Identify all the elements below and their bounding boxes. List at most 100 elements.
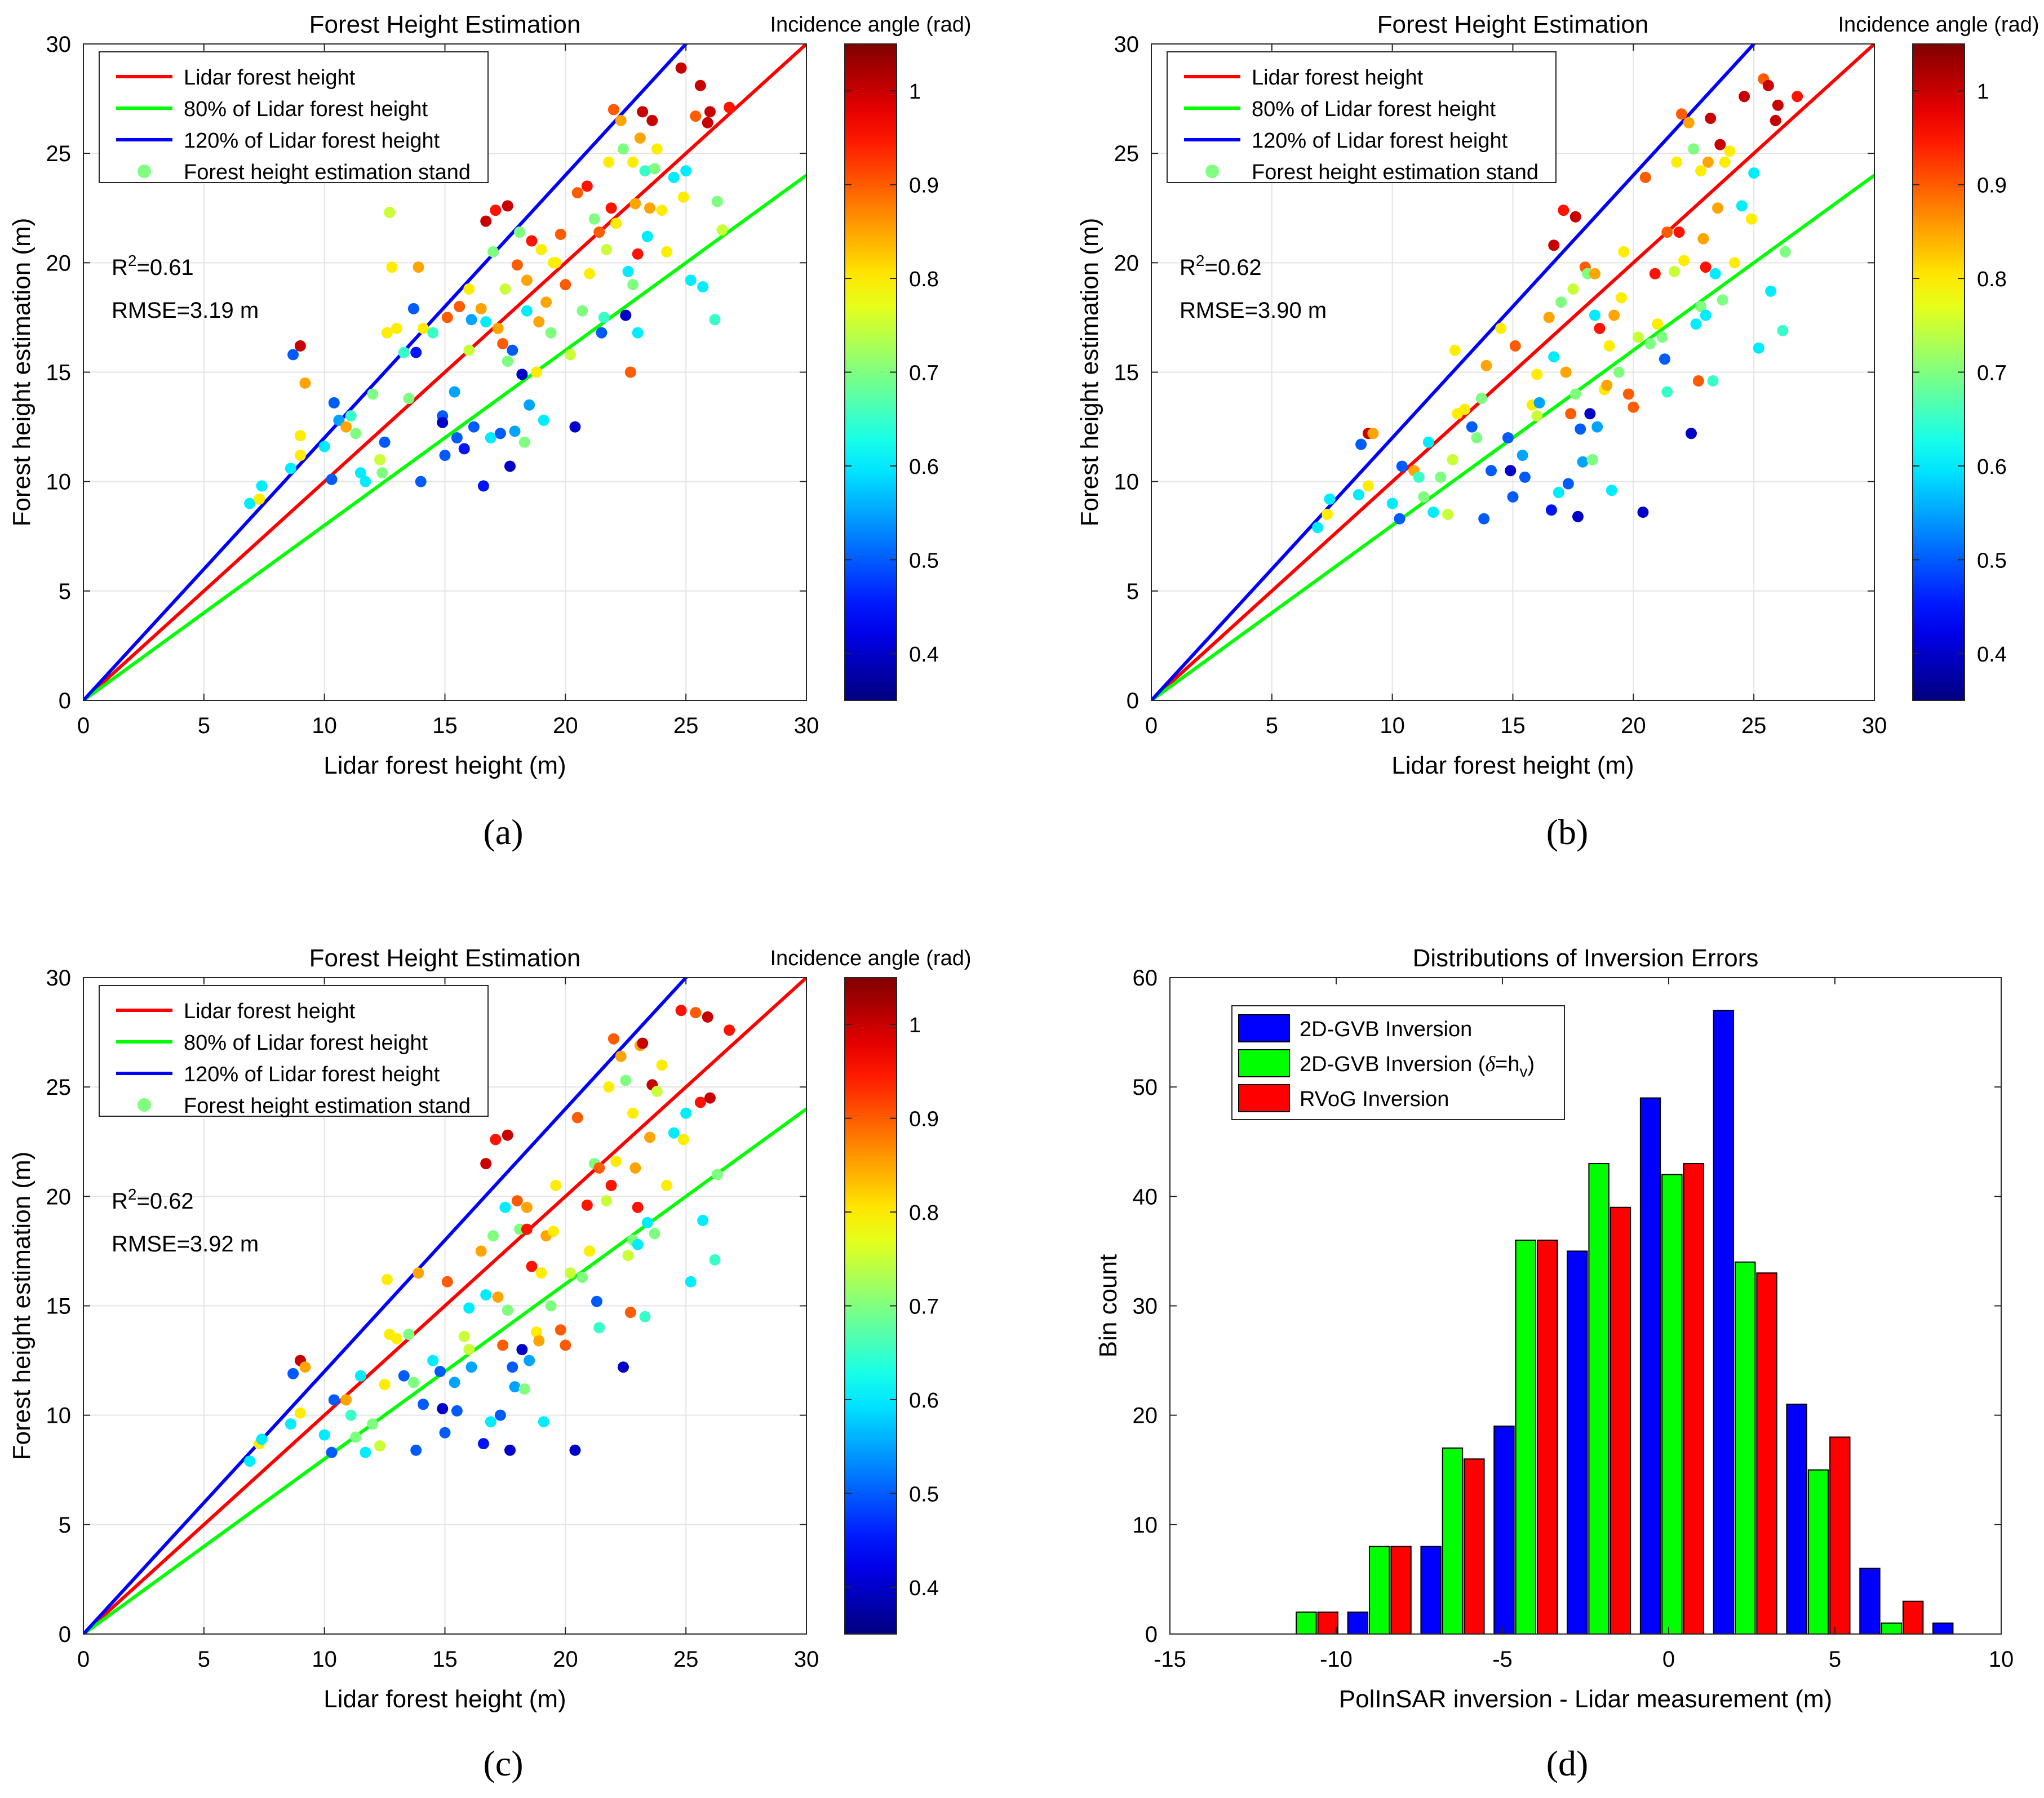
bar-0 bbox=[1493, 1426, 1515, 1635]
data-point bbox=[518, 1383, 530, 1395]
data-point bbox=[1772, 99, 1784, 111]
data-point bbox=[398, 1370, 410, 1382]
scatter-panel-0: 0 5 10 15 20 25 30 0 5 10 15 20 25 30 Forest Height Es… bbox=[8, 11, 972, 779]
data-point bbox=[376, 467, 388, 479]
data-point bbox=[509, 1381, 521, 1393]
data-point bbox=[624, 366, 636, 378]
data-point bbox=[379, 1379, 391, 1391]
x-axis-label: Lidar forest height (m) bbox=[323, 1685, 566, 1713]
data-point bbox=[533, 1335, 545, 1347]
data-point bbox=[605, 202, 617, 214]
data-point bbox=[451, 432, 463, 443]
data-point bbox=[1692, 375, 1704, 387]
data-point bbox=[340, 421, 352, 433]
x-tick-label: 15 bbox=[432, 713, 458, 738]
data-point bbox=[441, 312, 453, 323]
r-squared-value: =0.62 bbox=[1204, 255, 1261, 280]
data-point bbox=[1748, 167, 1760, 179]
r-squared-value: =0.61 bbox=[136, 255, 193, 280]
data-point bbox=[608, 104, 619, 116]
colorbar-tick-label: 0.6 bbox=[909, 455, 939, 479]
bar-2 bbox=[1829, 1436, 1851, 1635]
legend-entry: 80% of Lidar forest height bbox=[184, 97, 428, 121]
data-point bbox=[1697, 233, 1709, 245]
y-tick-label: 10 bbox=[46, 1404, 72, 1428]
data-point bbox=[427, 1355, 439, 1366]
data-point bbox=[560, 1339, 571, 1351]
data-point bbox=[468, 421, 480, 433]
r-squared-superscript: 2 bbox=[128, 1186, 137, 1203]
colorbar-tick-label: 0.4 bbox=[909, 643, 939, 667]
data-point bbox=[502, 200, 513, 212]
data-point bbox=[1562, 478, 1574, 490]
data-point bbox=[598, 312, 610, 323]
data-point bbox=[524, 399, 535, 411]
legend-entry-part: 2D-GVB Inversion ( bbox=[1300, 1053, 1486, 1076]
data-point bbox=[514, 226, 526, 238]
data-point bbox=[254, 493, 265, 505]
bar-1 bbox=[1807, 1469, 1829, 1635]
data-point bbox=[651, 143, 663, 155]
data-point bbox=[413, 261, 424, 273]
legend-entry: 120% of Lidar forest height bbox=[184, 129, 440, 153]
data-point bbox=[584, 1245, 596, 1257]
reference-line-0 bbox=[83, 44, 806, 700]
data-point bbox=[1618, 246, 1630, 258]
data-point bbox=[704, 106, 716, 118]
x-tick-label: 0 bbox=[77, 713, 90, 738]
data-point bbox=[677, 191, 689, 203]
data-point bbox=[407, 303, 419, 314]
data-point bbox=[632, 327, 644, 339]
bar-2 bbox=[1610, 1206, 1631, 1635]
r-squared-prefix: R bbox=[112, 255, 128, 280]
x-tick-label: 25 bbox=[1741, 713, 1767, 738]
data-point bbox=[407, 1377, 419, 1388]
colorbar-title: Incidence angle (rad) bbox=[770, 947, 972, 970]
data-point bbox=[724, 1024, 735, 1036]
data-point bbox=[1594, 322, 1606, 334]
data-point bbox=[680, 1107, 692, 1119]
y-tick-label: 15 bbox=[46, 1294, 72, 1319]
data-point bbox=[511, 1195, 523, 1207]
colorbar bbox=[844, 977, 897, 1635]
data-point bbox=[550, 1179, 562, 1191]
data-point bbox=[716, 224, 728, 236]
y-tick-label: 30 bbox=[46, 966, 72, 991]
data-point bbox=[615, 1050, 627, 1062]
data-point bbox=[1705, 113, 1717, 125]
data-point bbox=[381, 327, 393, 339]
y-tick-label: 20 bbox=[1133, 1404, 1158, 1428]
legend-entry-part: =h bbox=[1495, 1053, 1519, 1076]
data-point bbox=[1739, 91, 1750, 103]
legend-entry: 120% of Lidar forest height bbox=[1252, 129, 1508, 153]
data-point bbox=[494, 428, 506, 439]
data-point bbox=[1736, 200, 1748, 212]
data-point bbox=[1589, 268, 1600, 279]
data-point bbox=[569, 421, 581, 433]
scatter-panel-1: 0 5 10 15 20 25 30 0 5 10 15 20 25 30 Forest Height Es… bbox=[1076, 11, 2039, 779]
legend-entry: Forest height estimation stand bbox=[1252, 161, 1538, 184]
data-point bbox=[593, 1322, 605, 1334]
colorbar-tick-label: 0.9 bbox=[909, 174, 939, 198]
data-point bbox=[1586, 454, 1598, 465]
legend-entry: 80% of Lidar forest height bbox=[184, 1031, 428, 1055]
bar-1 bbox=[1515, 1240, 1537, 1635]
data-point bbox=[1688, 143, 1700, 155]
data-point bbox=[608, 1033, 619, 1045]
data-point bbox=[545, 327, 557, 339]
data-point bbox=[596, 327, 608, 339]
data-point bbox=[475, 1245, 487, 1257]
data-point bbox=[494, 1409, 506, 1421]
data-point bbox=[487, 1230, 499, 1242]
data-point bbox=[564, 349, 576, 361]
legend-box bbox=[99, 51, 489, 183]
data-point bbox=[463, 1344, 475, 1356]
data-point bbox=[1367, 428, 1379, 439]
data-point bbox=[685, 274, 697, 286]
data-point bbox=[502, 1304, 513, 1316]
data-point bbox=[497, 338, 509, 350]
data-point bbox=[639, 1311, 651, 1322]
data-point bbox=[632, 1201, 644, 1213]
data-point bbox=[524, 1355, 535, 1366]
